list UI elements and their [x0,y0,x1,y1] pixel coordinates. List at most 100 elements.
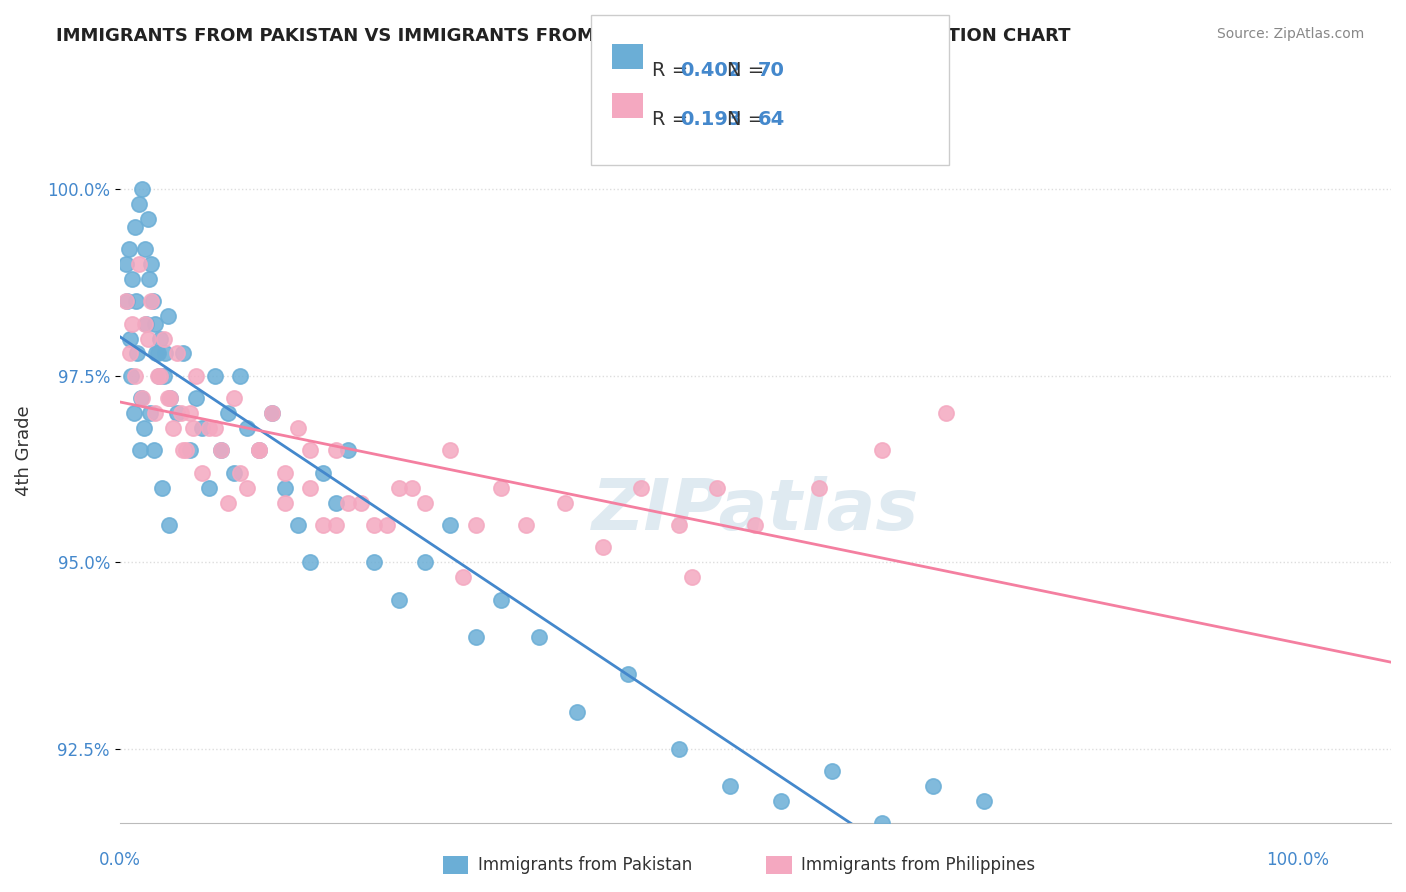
Point [125,294,148,309]
Point [139,406,162,420]
Point [439,443,461,458]
Text: 70: 70 [758,61,785,79]
Point [299,555,322,569]
Point [222,391,245,405]
Y-axis label: 4th Grade: 4th Grade [15,405,32,496]
Point [718,779,741,793]
Point [204,421,226,435]
Point [217,496,239,510]
Point [143,317,166,331]
Point [141,257,163,271]
Point [121,317,143,331]
Point [401,481,423,495]
Point [172,443,194,458]
Point [149,332,172,346]
Point [124,368,146,383]
Point [166,406,188,420]
Point [872,443,894,458]
Point [197,481,219,495]
Point [129,391,152,405]
Point [191,421,214,435]
Point [973,794,995,808]
Point [229,466,252,480]
Point [299,443,322,458]
Text: Immigrants from Pakistan: Immigrants from Pakistan [478,856,692,874]
Point [807,481,830,495]
Point [184,391,207,405]
Point [141,294,163,309]
Point [439,518,461,533]
Point [179,406,201,420]
Point [820,764,842,779]
Point [142,443,165,458]
Point [567,705,589,719]
Point [464,518,486,533]
Point [249,443,271,458]
Point [150,481,173,495]
Point [922,779,945,793]
Point [312,518,335,533]
Point [128,257,150,271]
Point [235,481,257,495]
Point [129,443,152,458]
Point [363,555,385,569]
Point [134,242,156,256]
Point [325,518,347,533]
Point [138,272,160,286]
Point [489,481,512,495]
Point [413,496,436,510]
Point [337,443,360,458]
Point [464,630,486,644]
Text: Immigrants from Philippines: Immigrants from Philippines [801,856,1036,874]
Point [287,421,309,435]
Text: 0.193: 0.193 [681,110,742,128]
Point [128,197,150,211]
Point [162,421,184,435]
Point [174,443,197,458]
Point [159,391,181,405]
Point [124,219,146,234]
Point [681,570,703,584]
Point [157,518,180,533]
Point [142,294,165,309]
Point [179,443,201,458]
Point [131,391,153,405]
Point [118,332,141,346]
Point [127,346,149,360]
Point [169,406,191,420]
Text: R =: R = [652,61,695,79]
Point [229,368,252,383]
Text: 64: 64 [758,110,785,128]
Point [262,406,284,420]
Point [489,592,512,607]
Point [451,570,474,584]
Text: N =: N = [727,61,770,79]
Point [136,332,159,346]
Point [131,182,153,196]
Point [769,794,792,808]
Point [143,406,166,420]
Point [706,481,728,495]
Point [527,630,550,644]
Point [274,466,297,480]
Point [388,592,411,607]
Point [872,816,894,830]
Point [363,518,385,533]
Point [515,518,537,533]
Text: 0.0%: 0.0% [98,851,141,869]
Point [159,391,181,405]
Point [204,368,226,383]
Point [145,346,167,360]
Text: 0.402: 0.402 [681,61,742,79]
Point [166,346,188,360]
Point [134,317,156,331]
Point [350,496,373,510]
Point [146,346,169,360]
Point [325,496,347,510]
Point [287,518,309,533]
Text: R =: R = [652,110,695,128]
Text: N =: N = [727,110,770,128]
Point [132,421,155,435]
Point [249,443,271,458]
Point [617,667,640,681]
